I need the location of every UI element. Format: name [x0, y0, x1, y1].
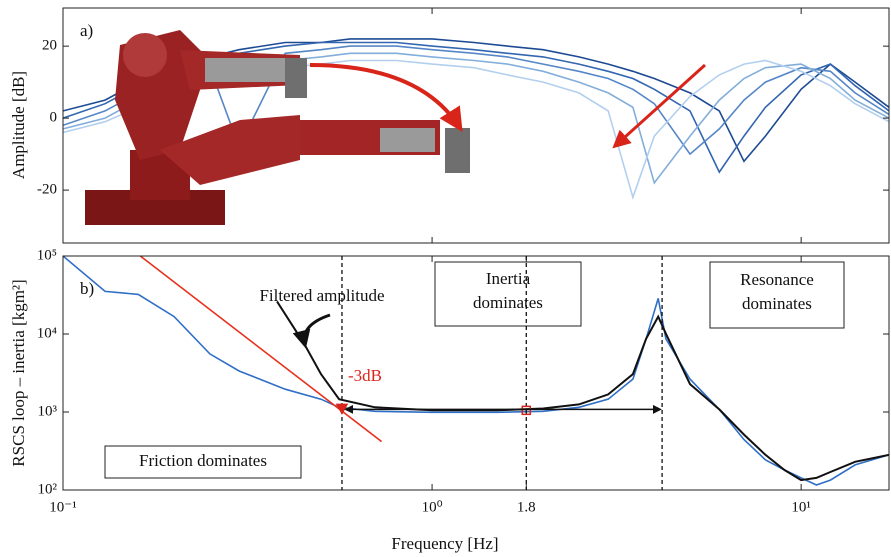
y-tick-label: 20 — [42, 38, 57, 54]
panel-label: b) — [80, 279, 94, 298]
series-line — [139, 256, 383, 443]
y-tick-label: -20 — [37, 182, 57, 198]
annotation-box — [104, 445, 302, 479]
annotation-box — [434, 261, 582, 327]
y-tick-label: 10⁴ — [37, 325, 57, 341]
annotation: -3dB — [348, 366, 382, 385]
annotation: Filtered amplitude — [259, 286, 384, 305]
x-tick-label: 10¹ — [791, 499, 811, 515]
y-tick-label: 10² — [38, 481, 58, 497]
series-line — [63, 45, 889, 156]
y-tick-label: 10³ — [38, 403, 58, 419]
panel-a-frame — [62, 7, 890, 244]
x-tick-label: 10⁰ — [422, 499, 443, 515]
annotation: Resonance dominates — [740, 270, 814, 313]
y-tick-label: 10⁵ — [37, 247, 57, 263]
annotation: Friction dominates — [139, 451, 267, 470]
y-tick-label: 0 — [50, 110, 58, 126]
panel-label: a) — [80, 21, 93, 40]
annotation: Inertia dominates — [473, 269, 543, 312]
robot-illustration — [85, 30, 707, 225]
x-axis-label: Frequency [Hz] — [391, 534, 498, 553]
y-axis-label: RSCS loop – inertia [kgm²] — [9, 279, 28, 466]
x-tick-label: 1.8 — [517, 499, 536, 515]
annotation-arrow — [292, 313, 331, 349]
y-axis-label: Amplitude [dB] — [9, 71, 28, 179]
annotation-box — [709, 261, 845, 329]
panel-b-frame — [62, 255, 890, 491]
x-tick-label: 10⁻¹ — [49, 499, 76, 515]
